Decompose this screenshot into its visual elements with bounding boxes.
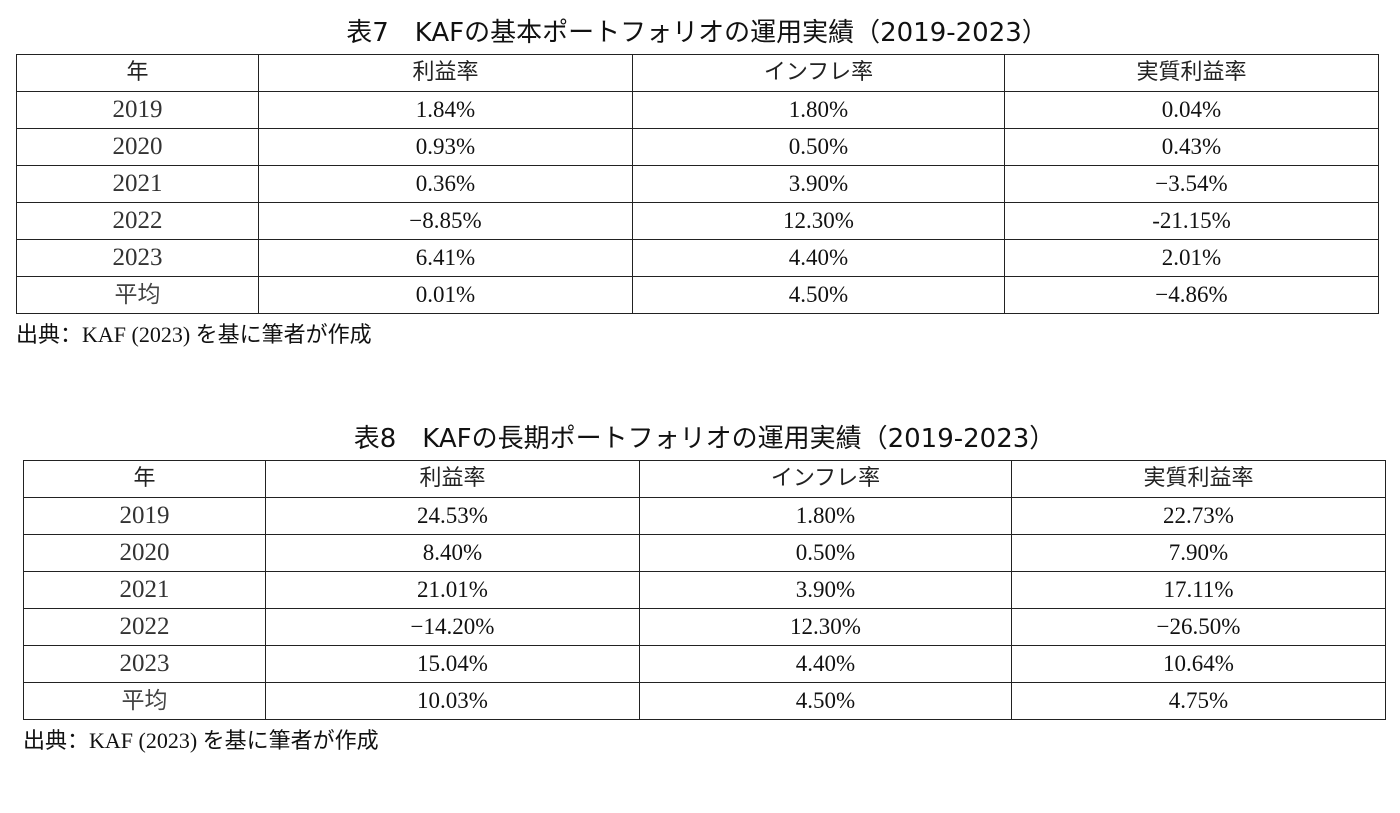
return-cell: 15.04% [265, 645, 640, 683]
average-label-cell: 平均 [16, 276, 259, 314]
inflation-cell: 3.90% [632, 165, 1005, 203]
return-cell: −8.85% [258, 202, 633, 240]
table-row: 2019 1.84% 1.80% 0.04% [16, 91, 1379, 129]
inflation-cell: 4.50% [639, 682, 1012, 720]
year-cell: 2022 [16, 202, 259, 240]
inflation-cell: 12.30% [632, 202, 1005, 240]
inflation-cell: 0.50% [632, 128, 1005, 166]
real-return-cell: −3.54% [1004, 165, 1379, 203]
return-cell: 0.93% [258, 128, 633, 166]
table7-header-row: 年 利益率 インフレ率 実質利益率 [16, 54, 1379, 92]
real-return-cell: -21.15% [1004, 202, 1379, 240]
year-cell: 2021 [16, 165, 259, 203]
return-cell: 0.36% [258, 165, 633, 203]
real-return-cell: 0.04% [1004, 91, 1379, 129]
return-cell: 21.01% [265, 571, 640, 609]
return-cell: 24.53% [265, 497, 640, 535]
table8-header-return: 利益率 [265, 460, 640, 498]
year-cell: 2019 [16, 91, 259, 129]
table7: 年 利益率 インフレ率 実質利益率 2019 1.84% 1.80% 0.04%… [16, 54, 1379, 314]
table7-header-return: 利益率 [258, 54, 633, 92]
table-row: 2019 24.53% 1.80% 22.73% [23, 497, 1386, 535]
inflation-cell: 0.50% [639, 534, 1012, 572]
table7-header-inflation: インフレ率 [632, 54, 1005, 92]
inflation-cell: 12.30% [639, 608, 1012, 646]
table7-block: 表7 KAFの基本ポートフォリオの運用実績（2019-2023） 年 利益率 イ… [16, 14, 1379, 350]
real-return-cell: 22.73% [1011, 497, 1386, 535]
table-row: 2022 −8.85% 12.30% -21.15% [16, 202, 1379, 240]
table8-caption: 表8 KAFの長期ポートフォリオの運用実績（2019-2023） [353, 424, 1056, 454]
inflation-cell: 4.50% [632, 276, 1005, 314]
real-return-cell: 0.43% [1004, 128, 1379, 166]
return-cell: 1.84% [258, 91, 633, 129]
year-cell: 2020 [16, 128, 259, 166]
table-row-average: 平均 10.03% 4.50% 4.75% [23, 682, 1386, 720]
year-cell: 2023 [23, 645, 266, 683]
table8-block: 表8 KAFの長期ポートフォリオの運用実績（2019-2023） 年 利益率 イ… [23, 420, 1386, 756]
table8-header-row: 年 利益率 インフレ率 実質利益率 [23, 460, 1386, 498]
table8-header-inflation: インフレ率 [639, 460, 1012, 498]
table7-header-real-return: 実質利益率 [1004, 54, 1379, 92]
table-row-average: 平均 0.01% 4.50% −4.86% [16, 276, 1379, 314]
inflation-cell: 1.80% [632, 91, 1005, 129]
inflation-cell: 3.90% [639, 571, 1012, 609]
real-return-cell: 4.75% [1011, 682, 1386, 720]
table-row: 2021 21.01% 3.90% 17.11% [23, 571, 1386, 609]
return-cell: 6.41% [258, 239, 633, 277]
table-row: 2022 −14.20% 12.30% −26.50% [23, 608, 1386, 646]
table7-header-year: 年 [16, 54, 259, 92]
year-cell: 2021 [23, 571, 266, 609]
table7-caption: 表7 KAFの基本ポートフォリオの運用実績（2019-2023） [346, 18, 1048, 48]
return-cell: 10.03% [265, 682, 640, 720]
table8-header-real-return: 実質利益率 [1011, 460, 1386, 498]
real-return-cell: −26.50% [1011, 608, 1386, 646]
table-row: 2020 8.40% 0.50% 7.90% [23, 534, 1386, 572]
real-return-cell: 17.11% [1011, 571, 1386, 609]
real-return-cell: 7.90% [1011, 534, 1386, 572]
real-return-cell: 2.01% [1004, 239, 1379, 277]
average-label-cell: 平均 [23, 682, 266, 720]
return-cell: 8.40% [265, 534, 640, 572]
table8-source-note: 出典：KAF (2023) を基に筆者が作成 [23, 728, 379, 753]
return-cell: 0.01% [258, 276, 633, 314]
year-cell: 2020 [23, 534, 266, 572]
year-cell: 2019 [23, 497, 266, 535]
inflation-cell: 4.40% [639, 645, 1012, 683]
real-return-cell: −4.86% [1004, 276, 1379, 314]
table8-header-year: 年 [23, 460, 266, 498]
year-cell: 2023 [16, 239, 259, 277]
table7-source-note: 出典：KAF (2023) を基に筆者が作成 [16, 322, 372, 347]
return-cell: −14.20% [265, 608, 640, 646]
inflation-cell: 1.80% [639, 497, 1012, 535]
table-row: 2023 6.41% 4.40% 2.01% [16, 239, 1379, 277]
real-return-cell: 10.64% [1011, 645, 1386, 683]
table-row: 2023 15.04% 4.40% 10.64% [23, 645, 1386, 683]
inflation-cell: 4.40% [632, 239, 1005, 277]
table-row: 2020 0.93% 0.50% 0.43% [16, 128, 1379, 166]
year-cell: 2022 [23, 608, 266, 646]
table8: 年 利益率 インフレ率 実質利益率 2019 24.53% 1.80% 22.7… [23, 460, 1386, 720]
table-row: 2021 0.36% 3.90% −3.54% [16, 165, 1379, 203]
